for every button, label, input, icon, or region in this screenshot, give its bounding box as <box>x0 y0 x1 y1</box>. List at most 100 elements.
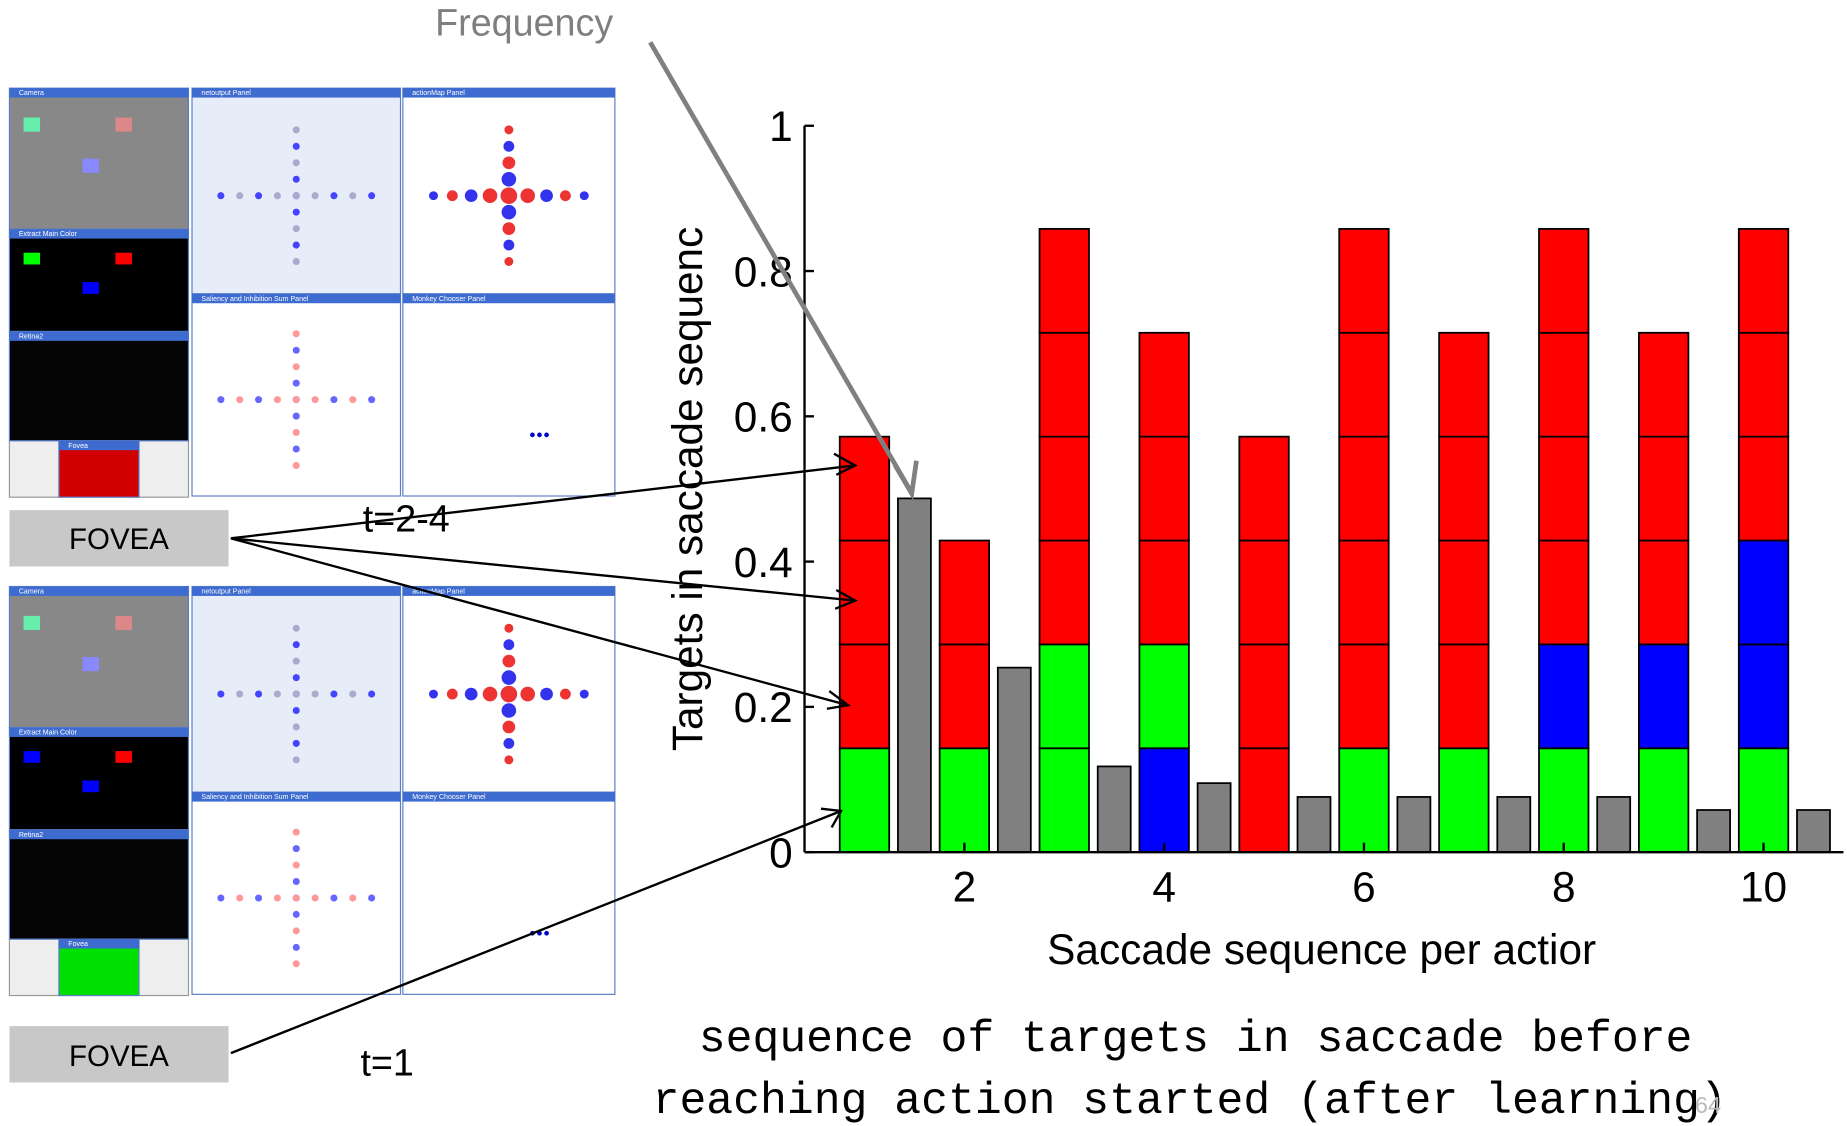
bar-segment <box>1138 747 1190 854</box>
bar-segment <box>1438 643 1490 750</box>
x-tick-label: 8 <box>1552 864 1576 911</box>
frequency-bar <box>1196 782 1232 854</box>
bar-segment <box>1538 228 1590 334</box>
activation-dot <box>292 225 300 233</box>
activation-dot <box>349 690 357 698</box>
bar-segment <box>1038 331 1090 438</box>
panel-titlebar <box>9 88 189 98</box>
bar-segment <box>1038 228 1090 334</box>
bar-segment <box>1438 331 1490 438</box>
arrow <box>230 537 856 602</box>
y-tick-label: 0 <box>769 829 793 876</box>
activation-dot <box>540 687 553 701</box>
panel <box>8 726 190 831</box>
activation-dot <box>503 738 515 749</box>
bar-segment <box>1538 643 1590 750</box>
bar-segment <box>1138 539 1190 646</box>
blob <box>115 615 132 630</box>
panel-title: Retina2 <box>19 832 43 839</box>
arrow-head <box>820 807 843 829</box>
activation-dot <box>446 688 458 700</box>
panel-titlebar <box>58 440 139 451</box>
panel-title: Saliency and Inhibition Sum Panel <box>201 296 308 303</box>
fovea-box <box>9 1026 229 1083</box>
activation-dot <box>292 943 300 951</box>
activation-dot <box>520 188 536 203</box>
panel-title: Extract Main Color <box>19 231 78 238</box>
bar-segment <box>1737 435 1790 542</box>
activation-dot <box>292 756 300 764</box>
activation-dot <box>579 689 589 699</box>
arrow-head <box>834 589 858 610</box>
activation-dot <box>504 623 514 633</box>
activation-dot <box>502 222 516 235</box>
activation-dot <box>292 877 300 886</box>
panel-title: Fovea <box>68 443 88 450</box>
blob <box>23 615 41 630</box>
activation-dot <box>255 192 263 200</box>
activation-dot <box>429 689 438 699</box>
activation-dot <box>292 927 300 935</box>
activation-dot <box>236 894 244 902</box>
bar-segment <box>1338 228 1390 334</box>
activation-dot <box>330 894 338 902</box>
bar-segment <box>838 643 891 750</box>
activation-dot <box>292 828 300 836</box>
blob <box>115 252 132 265</box>
panel-title: netoutput Panel <box>201 90 251 97</box>
x-tick-label: 6 <box>1352 864 1376 911</box>
bar-segment <box>1538 435 1590 542</box>
bar-segment <box>938 539 990 646</box>
activation-dot <box>502 156 516 170</box>
blob <box>82 780 99 793</box>
activation-dot <box>236 690 244 698</box>
dot <box>544 432 549 438</box>
activation-dot <box>292 208 300 216</box>
bar-segment <box>1338 435 1390 542</box>
caption: reaching action started (after learning) <box>653 1077 1727 1126</box>
panel-titlebar <box>192 586 401 596</box>
activation-dot <box>500 685 518 703</box>
bar-segment <box>1438 539 1490 646</box>
activation-dot <box>292 461 300 469</box>
activation-dot <box>292 396 300 404</box>
blob <box>23 252 41 265</box>
bar-segment <box>1638 747 1690 854</box>
y-axis-label: Targets in saccade sequenc <box>664 227 711 751</box>
activation-dot <box>236 396 244 404</box>
panel-title: Extract Main Color <box>19 730 78 737</box>
bar-segment <box>1737 331 1790 438</box>
activation-dot <box>292 657 300 665</box>
bar-segment <box>1538 539 1590 646</box>
activation-dot <box>292 641 300 649</box>
activation-dot <box>501 670 517 685</box>
activation-dot <box>311 894 319 902</box>
panel-title: Monkey Chooser Panel <box>412 296 486 303</box>
bar-segment <box>1038 747 1090 854</box>
frequency-bar <box>1596 796 1632 854</box>
panel-title: Saliency and Inhibition Sum Panel <box>201 794 308 801</box>
bar-segment <box>1737 643 1790 750</box>
activation-dot <box>292 690 300 698</box>
panel <box>8 330 190 442</box>
bar-segment <box>1737 747 1790 854</box>
arrow <box>230 464 856 540</box>
blob <box>23 117 41 132</box>
bar-segment <box>1638 643 1690 750</box>
dot <box>537 432 542 438</box>
activation-dot <box>504 257 514 266</box>
activation-dot <box>504 755 514 765</box>
activation-dot <box>503 140 515 152</box>
panel-titlebar <box>192 293 401 304</box>
activation-dot <box>292 429 300 437</box>
x-tick-label: 10 <box>1740 864 1787 911</box>
activation-dot <box>368 894 376 902</box>
bar-segment <box>1638 539 1690 646</box>
frequency-label: Frequency <box>435 1 613 43</box>
activation-dot <box>311 396 319 404</box>
dot <box>530 432 535 438</box>
panel-titlebar <box>192 792 401 802</box>
activation-dot <box>255 894 263 902</box>
bar-segment <box>1138 435 1190 542</box>
activation-dot <box>292 363 300 371</box>
